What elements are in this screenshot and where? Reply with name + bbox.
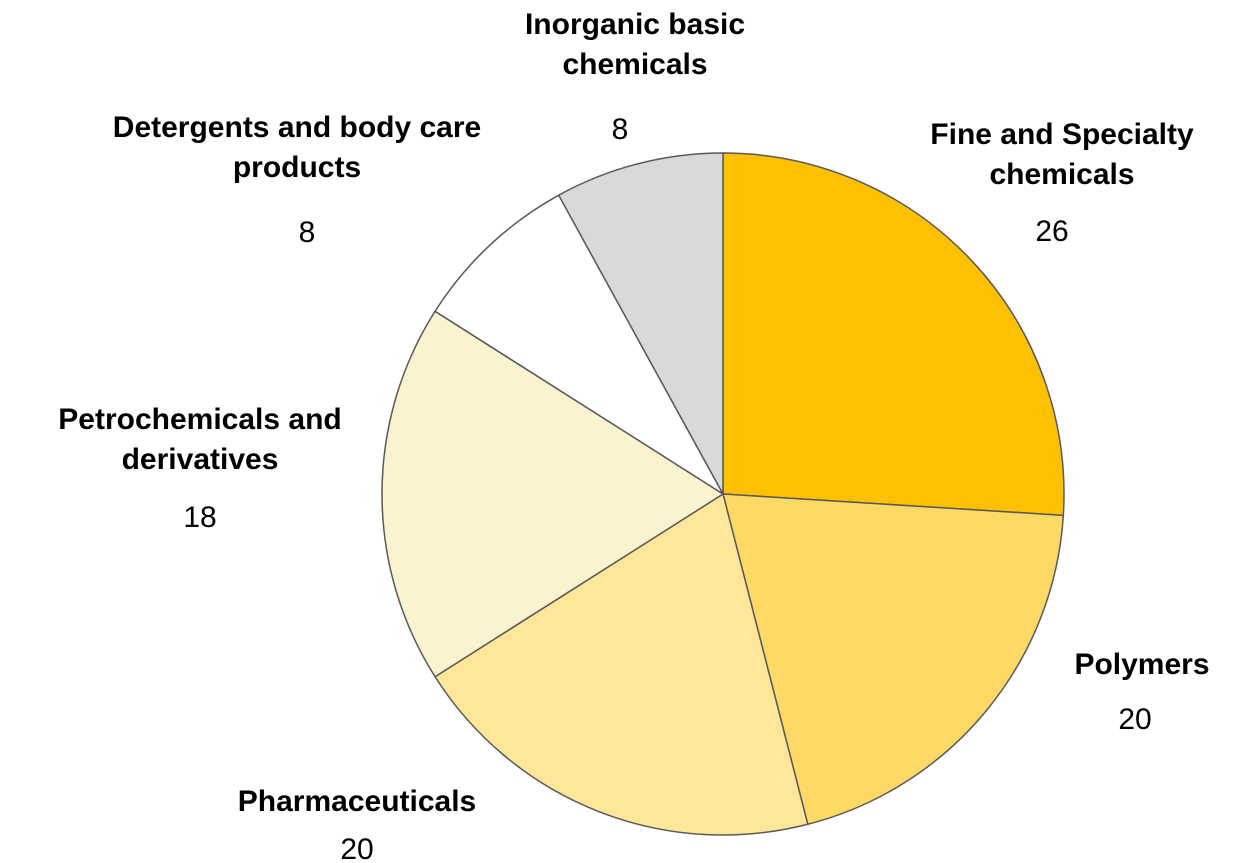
pie-slice (722, 152, 1065, 517)
slice-label: Polymers (1074, 648, 1210, 681)
pie-slice (434, 492, 809, 836)
value-label: 8 (298, 216, 316, 249)
slice-label: Inorganic basic chemicals (524, 8, 746, 81)
value-label: 8 (611, 113, 629, 146)
slice-label: Petrochemicals and derivatives (58, 403, 342, 476)
value-label: 20 (1118, 703, 1152, 736)
pie-slice (557, 152, 724, 495)
slice-label: Fine and Specialty chemicals (930, 118, 1194, 191)
pie-slice (722, 493, 1065, 826)
pie-slice (381, 310, 725, 678)
value-label: 18 (183, 501, 217, 534)
pie-slice (434, 194, 724, 495)
value-label: 26 (1035, 215, 1069, 248)
value-label: 20 (340, 833, 374, 863)
slice-label: Detergents and body care products (112, 111, 482, 184)
slice-label: Pharmaceuticals (237, 785, 477, 818)
